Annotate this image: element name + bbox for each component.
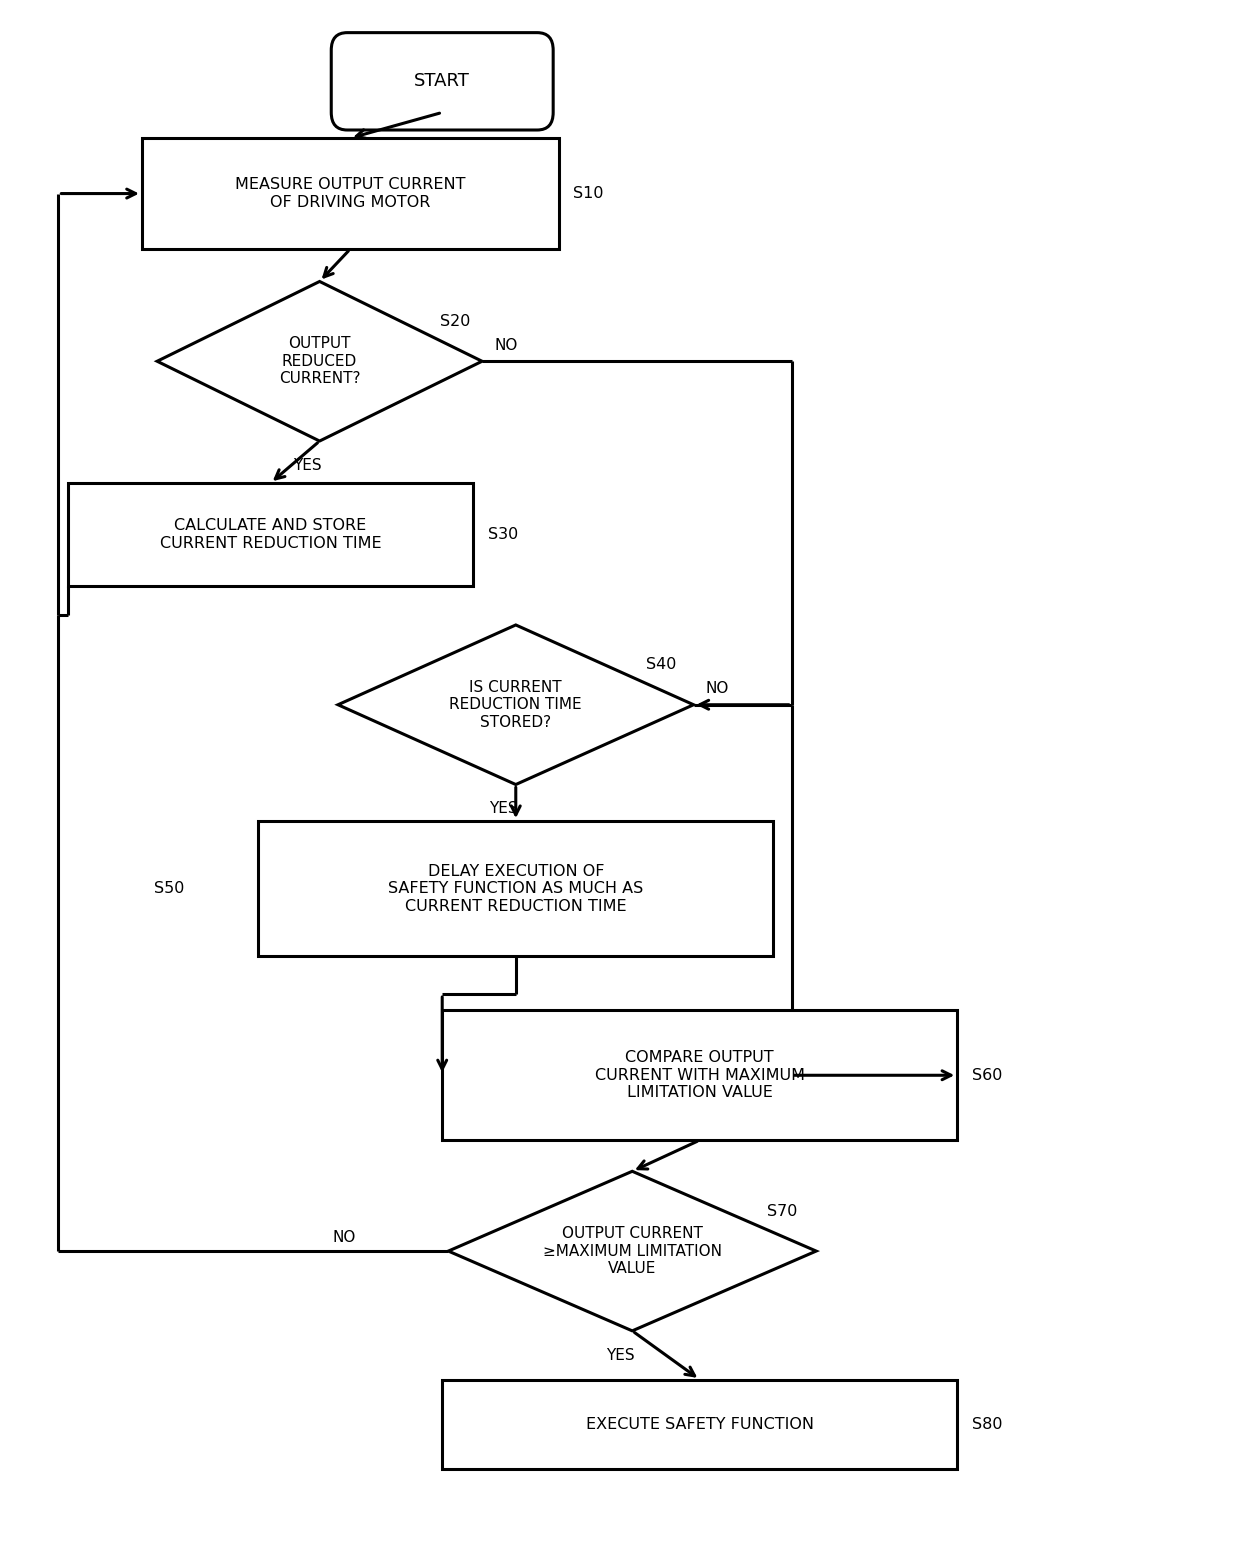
Polygon shape [449, 1172, 816, 1331]
Bar [443, 1010, 957, 1140]
Text: YES: YES [293, 458, 321, 473]
Text: YES: YES [490, 802, 518, 816]
Polygon shape [157, 282, 482, 441]
Text: MEASURE OUTPUT CURRENT
OF DRIVING MOTOR: MEASURE OUTPUT CURRENT OF DRIVING MOTOR [236, 177, 465, 210]
Text: S40: S40 [646, 657, 677, 672]
Bar [443, 1380, 957, 1470]
Bar [68, 483, 472, 586]
Text: DELAY EXECUTION OF
SAFETY FUNCTION AS MUCH AS
CURRENT REDUCTION TIME: DELAY EXECUTION OF SAFETY FUNCTION AS MU… [388, 864, 644, 913]
Text: NO: NO [495, 338, 517, 353]
Text: S30: S30 [487, 527, 518, 541]
Text: S80: S80 [972, 1417, 1002, 1431]
Text: CALCULATE AND STORE
CURRENT REDUCTION TIME: CALCULATE AND STORE CURRENT REDUCTION TI… [160, 518, 382, 550]
Bar [141, 139, 559, 248]
Text: NO: NO [706, 682, 729, 695]
Text: S60: S60 [972, 1067, 1002, 1082]
Text: YES: YES [605, 1348, 635, 1363]
Text: S70: S70 [766, 1204, 797, 1218]
Text: EXECUTE SAFETY FUNCTION: EXECUTE SAFETY FUNCTION [585, 1417, 813, 1431]
Text: IS CURRENT
REDUCTION TIME
STORED?: IS CURRENT REDUCTION TIME STORED? [449, 680, 582, 729]
Text: OUTPUT
REDUCED
CURRENT?: OUTPUT REDUCED CURRENT? [279, 336, 361, 386]
Text: COMPARE OUTPUT
CURRENT WITH MAXIMUM
LIMITATION VALUE: COMPARE OUTPUT CURRENT WITH MAXIMUM LIMI… [595, 1050, 805, 1099]
Bar [258, 820, 774, 956]
Text: S10: S10 [573, 187, 604, 200]
Polygon shape [339, 625, 693, 785]
Text: START: START [414, 72, 470, 91]
Text: NO: NO [332, 1231, 356, 1244]
FancyBboxPatch shape [331, 32, 553, 130]
Text: S50: S50 [154, 880, 185, 896]
Text: OUTPUT CURRENT
≥MAXIMUM LIMITATION
VALUE: OUTPUT CURRENT ≥MAXIMUM LIMITATION VALUE [543, 1226, 722, 1275]
Text: S20: S20 [440, 315, 470, 328]
